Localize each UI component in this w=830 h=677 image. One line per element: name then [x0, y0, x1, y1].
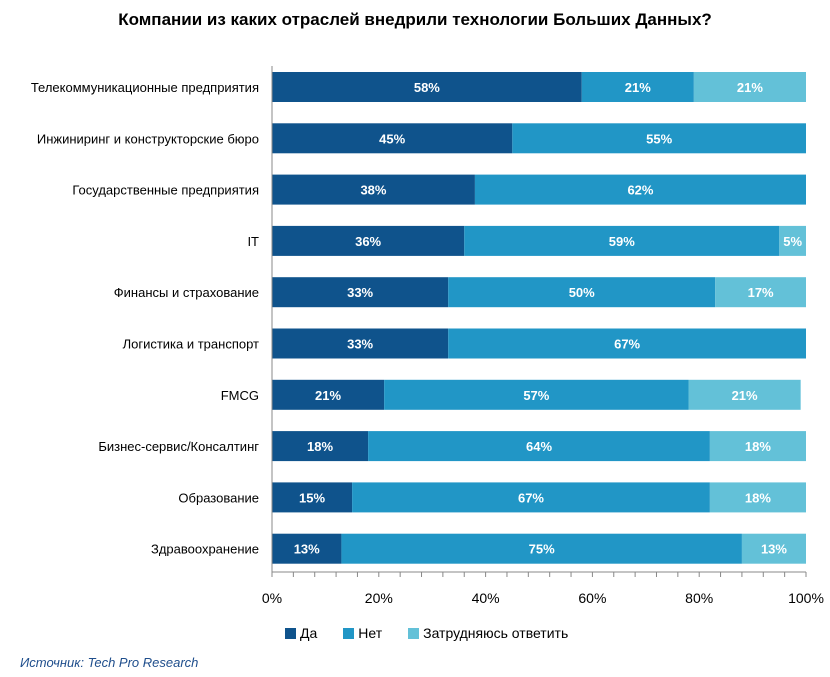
bar-segment	[512, 123, 806, 154]
legend-item: Да	[285, 625, 317, 641]
source-note: Источник: Tech Pro Research	[20, 655, 199, 670]
legend-label: Нет	[358, 625, 383, 641]
data-label: 57%	[523, 388, 549, 403]
x-tick-label: 40%	[472, 590, 500, 606]
data-label: 18%	[745, 439, 771, 454]
data-label: 75%	[529, 542, 555, 557]
bar-segment	[448, 328, 806, 359]
category-label: Телекоммуникационные предприятия	[31, 80, 259, 95]
data-label: 13%	[761, 542, 787, 557]
bar-segment	[272, 533, 342, 564]
bar-segment	[779, 225, 806, 256]
data-label: 21%	[737, 80, 763, 95]
legend-label: Затрудняюсь ответить	[423, 625, 569, 641]
data-label: 17%	[748, 285, 774, 300]
category-label: FMCG	[221, 388, 259, 403]
category-label: Здравоохранение	[151, 542, 259, 557]
bar-segment	[341, 533, 742, 564]
bar-segment	[272, 328, 449, 359]
bar-segment	[368, 431, 710, 462]
data-label: 62%	[627, 183, 653, 198]
data-label: 67%	[614, 337, 640, 352]
bar-segment	[272, 72, 582, 102]
bar-segment	[709, 482, 806, 513]
bar-segment	[272, 431, 369, 462]
bar-segment	[715, 277, 806, 308]
category-label: Бизнес-сервис/Консалтинг	[98, 439, 259, 454]
bar-segment	[272, 482, 353, 513]
data-label: 5%	[783, 234, 802, 249]
bar-segment	[741, 533, 806, 564]
x-tick-label: 80%	[685, 590, 713, 606]
x-tick-label: 100%	[788, 590, 824, 606]
data-label: 38%	[360, 183, 386, 198]
bar-segment	[464, 225, 780, 256]
bar-segment	[272, 225, 465, 256]
bar-segment	[693, 72, 806, 102]
bar-segment	[272, 123, 513, 154]
data-label: 33%	[347, 285, 373, 300]
legend-item: Нет	[343, 625, 382, 641]
data-label: 33%	[347, 337, 373, 352]
data-label: 21%	[315, 388, 341, 403]
bar-segment	[581, 72, 694, 102]
data-label: 18%	[745, 490, 771, 505]
legend: Да Нет Затрудняюсь ответить	[285, 625, 568, 641]
data-label: 13%	[294, 542, 320, 557]
category-label: Финансы и страхование	[114, 285, 259, 300]
data-label: 67%	[518, 490, 544, 505]
bar-segment	[272, 277, 449, 308]
legend-swatch	[285, 627, 296, 639]
data-label: 58%	[414, 80, 440, 95]
x-tick-label: 20%	[365, 590, 393, 606]
x-tick-label: 60%	[578, 590, 606, 606]
bar-segment	[272, 379, 385, 410]
bar-segment	[384, 379, 689, 410]
data-label: 55%	[646, 131, 672, 146]
data-label: 50%	[569, 285, 595, 300]
category-label: Образование	[178, 490, 259, 505]
category-label: IT	[247, 234, 259, 249]
chart-title: Компании из каких отраслей внедрили техн…	[118, 10, 712, 29]
data-label: 64%	[526, 439, 552, 454]
legend-swatch	[408, 627, 420, 639]
legend-swatch	[343, 627, 355, 639]
bar-segment	[448, 277, 716, 308]
data-label: 21%	[625, 80, 651, 95]
data-label: 15%	[299, 490, 325, 505]
data-label: 36%	[355, 234, 381, 249]
x-tick-label: 0%	[262, 590, 282, 606]
bar-segment	[272, 174, 475, 205]
category-label: Логистика и транспорт	[123, 337, 259, 352]
bar-segment	[474, 174, 806, 205]
category-label: Инжиниринг и конструкторские бюро	[37, 131, 259, 146]
data-label: 18%	[307, 439, 333, 454]
legend-label: Да	[300, 625, 318, 641]
data-label: 59%	[609, 234, 635, 249]
legend-item: Затрудняюсь ответить	[408, 625, 568, 641]
bar-segment	[709, 431, 806, 462]
category-label: Государственные предприятия	[72, 183, 259, 198]
bar-segment	[352, 482, 710, 513]
data-label: 21%	[732, 388, 758, 403]
bar-segment	[688, 379, 801, 410]
data-label: 45%	[379, 131, 405, 146]
